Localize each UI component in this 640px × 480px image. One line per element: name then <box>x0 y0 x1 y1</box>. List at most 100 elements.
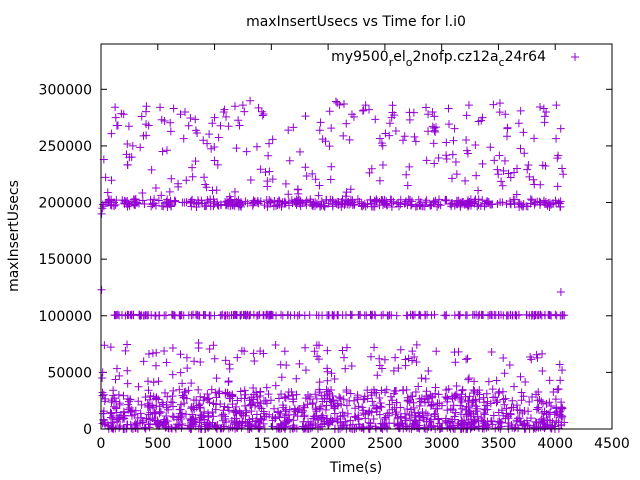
data-point <box>190 357 199 366</box>
data-point <box>494 408 503 417</box>
data-point <box>152 348 161 357</box>
data-point <box>264 390 273 399</box>
data-point <box>390 387 399 396</box>
data-point <box>361 410 370 419</box>
data-point <box>167 423 176 432</box>
data-point <box>212 393 221 402</box>
data-point <box>205 130 214 139</box>
data-point <box>181 107 190 116</box>
data-point <box>306 392 315 401</box>
data-point <box>329 403 338 412</box>
data-point <box>488 385 497 394</box>
data-point <box>150 195 159 204</box>
data-point <box>366 419 375 428</box>
data-point <box>526 414 535 423</box>
data-point <box>212 374 221 383</box>
data-point <box>421 311 430 320</box>
data-point <box>209 399 218 408</box>
data-point <box>229 311 238 320</box>
data-point <box>277 310 286 319</box>
data-point <box>541 161 550 170</box>
data-point <box>315 341 324 350</box>
data-point <box>369 415 378 424</box>
data-point <box>406 201 415 210</box>
data-point <box>107 129 116 138</box>
data-point <box>462 355 471 364</box>
data-point <box>155 311 164 320</box>
data-point <box>366 352 375 361</box>
data-point <box>419 413 428 422</box>
data-point <box>204 411 213 420</box>
data-point <box>119 407 128 416</box>
data-point <box>377 386 386 395</box>
data-point <box>339 395 348 404</box>
x-tick-label: 3000 <box>424 436 460 452</box>
data-point <box>537 397 546 406</box>
data-point <box>223 403 232 412</box>
data-point <box>430 412 439 421</box>
data-point <box>215 387 224 396</box>
data-point <box>462 136 471 145</box>
data-point <box>235 199 244 208</box>
data-point <box>150 408 159 417</box>
data-point <box>546 423 555 432</box>
data-point <box>442 151 451 160</box>
data-point <box>380 355 389 364</box>
data-point <box>256 347 265 356</box>
data-point <box>315 181 324 190</box>
data-point <box>426 402 435 411</box>
data-point <box>378 141 387 150</box>
data-point <box>205 420 214 429</box>
data-point <box>209 412 218 421</box>
data-point <box>220 402 229 411</box>
data-point <box>410 352 419 361</box>
data-point <box>184 121 193 130</box>
data-point <box>478 113 487 122</box>
data-point <box>257 107 266 116</box>
data-point <box>369 401 378 410</box>
data-point <box>473 404 482 413</box>
data-point <box>320 202 329 211</box>
y-tick-label: 50000 <box>47 365 92 381</box>
data-point <box>410 416 419 425</box>
data-point <box>403 393 412 402</box>
data-point <box>325 390 334 399</box>
data-point <box>557 403 566 412</box>
data-point <box>516 372 525 381</box>
legend-label-sub2: o <box>406 56 413 69</box>
data-point <box>531 417 540 426</box>
data-point <box>143 402 152 411</box>
data-point <box>338 408 347 417</box>
data-point <box>337 423 346 432</box>
data-point <box>502 404 511 413</box>
data-point <box>194 401 203 410</box>
data-point <box>404 354 413 363</box>
data-point <box>486 399 495 408</box>
data-point <box>323 414 332 423</box>
data-point <box>331 402 340 411</box>
data-point <box>290 311 299 320</box>
data-point <box>126 395 135 404</box>
data-point <box>560 418 569 427</box>
data-point <box>256 197 265 206</box>
data-point <box>388 108 397 117</box>
data-point <box>323 367 332 376</box>
data-point <box>310 347 319 356</box>
data-point <box>396 345 405 354</box>
x-tick-label: 4500 <box>594 436 630 452</box>
data-point <box>484 377 493 386</box>
data-point <box>384 311 393 320</box>
data-point <box>315 378 324 387</box>
data-point <box>346 389 355 398</box>
data-point <box>166 196 175 205</box>
legend-label-mid2: 2nofp.cz12a <box>412 49 498 65</box>
data-point <box>241 390 250 399</box>
data-point <box>464 409 473 418</box>
data-point <box>240 386 249 395</box>
data-point <box>101 173 110 182</box>
data-point <box>113 415 122 424</box>
data-point <box>386 195 395 204</box>
data-point <box>385 119 394 128</box>
data-point <box>525 172 534 181</box>
data-point <box>272 201 281 210</box>
